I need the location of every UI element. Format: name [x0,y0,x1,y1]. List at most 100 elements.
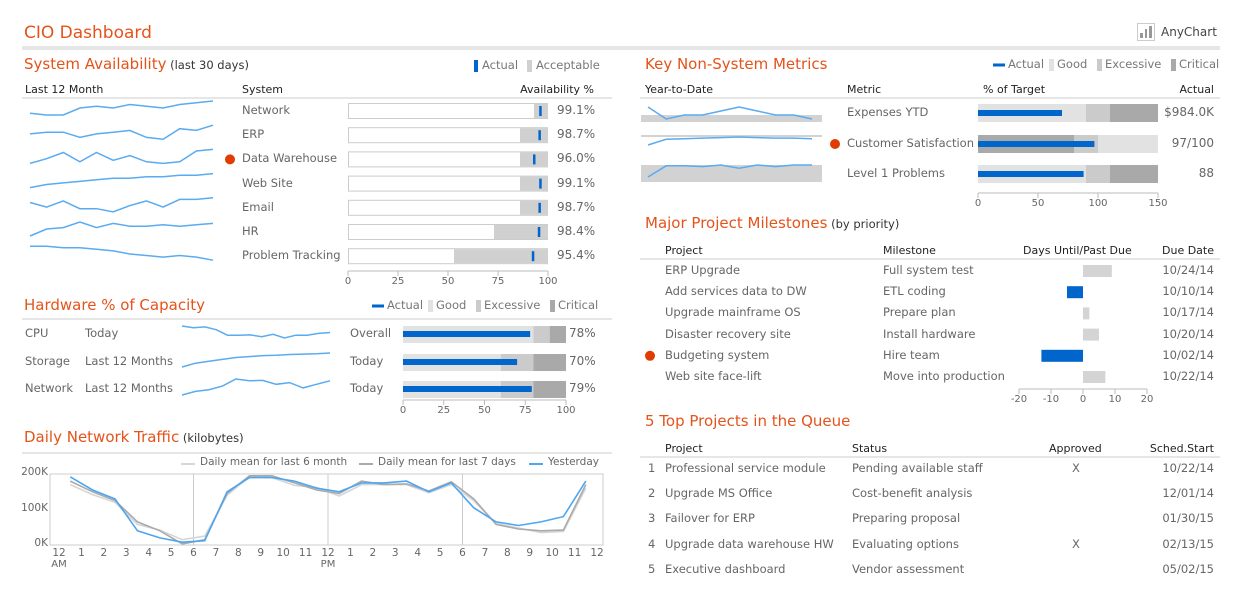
queue-start-date: 02/13/15 [1162,536,1214,551]
sparkline [29,100,214,116]
column-header: Project [665,244,703,257]
target-axis-label: 0 [974,198,982,209]
column-header: System [242,83,284,96]
page-title: CIO Dashboard [24,23,152,43]
milestone-project: Upgrade mainframe OS [665,305,801,320]
alert-indicator-icon [645,350,655,361]
actual-marker [538,130,541,141]
sparkline [181,378,331,396]
availability-axis-label: 25 [391,276,405,287]
availability-bar-bg [348,127,548,144]
x-tick-label: 3 [391,547,399,559]
queue-start-date: 10/22/14 [1162,461,1214,475]
target-band [641,135,822,137]
sparkline [647,106,813,120]
column-header: Actual [1179,83,1214,96]
days-axis-label: 10 [1108,394,1122,405]
milestone-due-date: 10/10/14 [1162,284,1214,299]
legend-swatch [993,63,1005,67]
anychart-logo[interactable]: AnyChart [1137,23,1217,41]
excessive-range [533,326,550,343]
milestone-due-date: 10/22/14 [1162,369,1214,383]
queue-status: Preparing proposal [852,511,961,526]
series-line [69,474,587,545]
x-tick-label: 9 [257,547,265,559]
x-tick-label: 5 [436,547,444,559]
column-header: Availability % [520,83,594,96]
sparkline [29,124,214,140]
section-title: Daily Network Traffic [24,428,180,446]
column-header: Approved [1049,442,1102,455]
metric-actual: $984.0K [1164,105,1214,119]
acceptable-range [520,176,548,191]
metric-name: Level 1 Problems [847,166,945,180]
critical-range [533,354,566,371]
queue-status: Pending available staff [852,461,983,475]
availability-value: 99.1% [557,103,596,117]
days-bar [1083,307,1090,320]
x-tick-label: 3 [122,547,130,559]
metric-actual: 97/100 [1171,136,1214,150]
x-tick-label: 8 [503,547,511,559]
x-tick-label: 5 [167,547,175,559]
legend-swatch [1171,59,1176,71]
queue-status: Vendor assessment [852,561,965,576]
x-tick-label: 10 [545,547,559,559]
x-tick-label: 2 [100,547,108,559]
key-metrics-title: Key Non-System Metrics [645,55,828,73]
range-band [1098,135,1158,153]
days-axis-label: 0 [1079,394,1087,405]
divider [640,456,1220,458]
series-line [69,476,587,544]
queue-rank: 4 [648,536,656,551]
sparkline [29,172,214,189]
queue-start-date: 05/02/15 [1162,561,1214,576]
legend-label: Good [436,298,467,312]
actual-bar [978,110,1062,116]
milestone-name: Full system test [883,263,974,277]
x-tick-label: 8 [234,547,242,559]
capacity-axis-label: 25 [437,405,451,416]
legend-swatch [1097,59,1102,71]
x-tick-sublabel: AM [51,559,67,570]
plot-area [49,473,604,546]
milestone-name: ETL coding [883,284,946,299]
x-tick-label: 7 [212,547,220,559]
column-header: Milestone [883,244,936,257]
column-header: Due Date [1162,244,1214,257]
range-band [1086,104,1110,122]
sparkline [181,325,331,339]
availability-value: 98.7% [557,127,596,142]
divider [640,97,1220,99]
section-subtitle: (last 30 days) [170,58,249,72]
hardware-name: Network [25,381,74,395]
availability-bar-bg [348,199,548,216]
availability-axis-label: 50 [441,276,455,287]
queue-status: Cost-benefit analysis [852,486,973,501]
availability-axis-label: 100 [538,276,558,287]
legend-label: Acceptable [536,58,600,72]
days-axis-label: 20 [1140,394,1154,405]
chart-logo-icon [1137,23,1155,41]
queue-project: Upgrade data warehouse HW [665,536,834,551]
sparkline [647,164,812,178]
milestone-name: Install hardware [883,326,976,341]
x-tick-label: 12 [321,547,335,559]
legend-swatch [372,304,384,308]
queue-rank: 3 [648,511,656,526]
days-axis-label: -10 [1042,394,1060,405]
capacity-value: 78% [569,326,596,340]
actual-marker [538,202,541,213]
legend-label: Excessive [1105,57,1162,71]
column-header: Project [665,442,703,455]
y-tick-label: 200K [21,466,48,478]
actual-marker [533,154,536,165]
acceptable-range [520,200,548,215]
critical-range [533,381,566,398]
availability-axis-label: 75 [491,276,505,287]
actual-bar [403,386,532,392]
actual-marker [539,106,542,116]
metric-actual: 88 [1198,166,1214,180]
header-divider [22,46,1220,50]
queue-rank: 2 [648,486,656,501]
